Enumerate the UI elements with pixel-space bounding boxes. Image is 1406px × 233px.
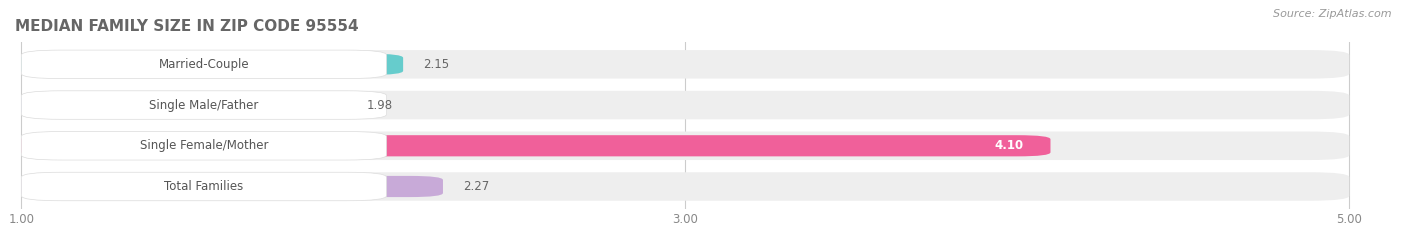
FancyBboxPatch shape xyxy=(21,172,1350,201)
Text: MEDIAN FAMILY SIZE IN ZIP CODE 95554: MEDIAN FAMILY SIZE IN ZIP CODE 95554 xyxy=(14,19,359,34)
FancyBboxPatch shape xyxy=(21,94,347,116)
FancyBboxPatch shape xyxy=(21,131,387,160)
Text: Total Families: Total Families xyxy=(165,180,243,193)
FancyBboxPatch shape xyxy=(21,131,1350,160)
Text: 4.10: 4.10 xyxy=(995,139,1024,152)
Text: 1.98: 1.98 xyxy=(367,99,392,112)
Text: Single Male/Father: Single Male/Father xyxy=(149,99,259,112)
Text: Married-Couple: Married-Couple xyxy=(159,58,249,71)
FancyBboxPatch shape xyxy=(21,50,387,79)
FancyBboxPatch shape xyxy=(21,91,1350,119)
FancyBboxPatch shape xyxy=(21,176,443,197)
FancyBboxPatch shape xyxy=(21,135,1050,156)
Text: 2.27: 2.27 xyxy=(463,180,489,193)
FancyBboxPatch shape xyxy=(21,91,387,119)
FancyBboxPatch shape xyxy=(21,172,387,201)
Text: 2.15: 2.15 xyxy=(423,58,449,71)
Text: Source: ZipAtlas.com: Source: ZipAtlas.com xyxy=(1274,9,1392,19)
FancyBboxPatch shape xyxy=(21,54,404,75)
FancyBboxPatch shape xyxy=(21,50,1350,79)
Text: Single Female/Mother: Single Female/Mother xyxy=(139,139,269,152)
